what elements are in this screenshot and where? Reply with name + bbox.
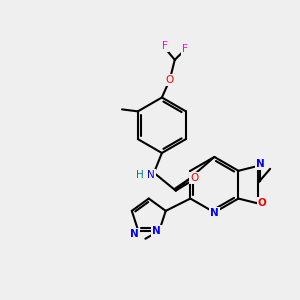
Text: O: O	[166, 75, 174, 85]
Text: N: N	[147, 170, 155, 180]
Text: N: N	[130, 229, 139, 239]
Text: N: N	[152, 226, 161, 236]
Text: H: H	[136, 170, 144, 180]
Text: F: F	[162, 41, 168, 51]
Text: O: O	[190, 173, 199, 183]
Text: O: O	[258, 199, 267, 208]
Text: N: N	[210, 208, 219, 218]
Text: N: N	[256, 159, 265, 169]
Text: F: F	[182, 44, 188, 54]
